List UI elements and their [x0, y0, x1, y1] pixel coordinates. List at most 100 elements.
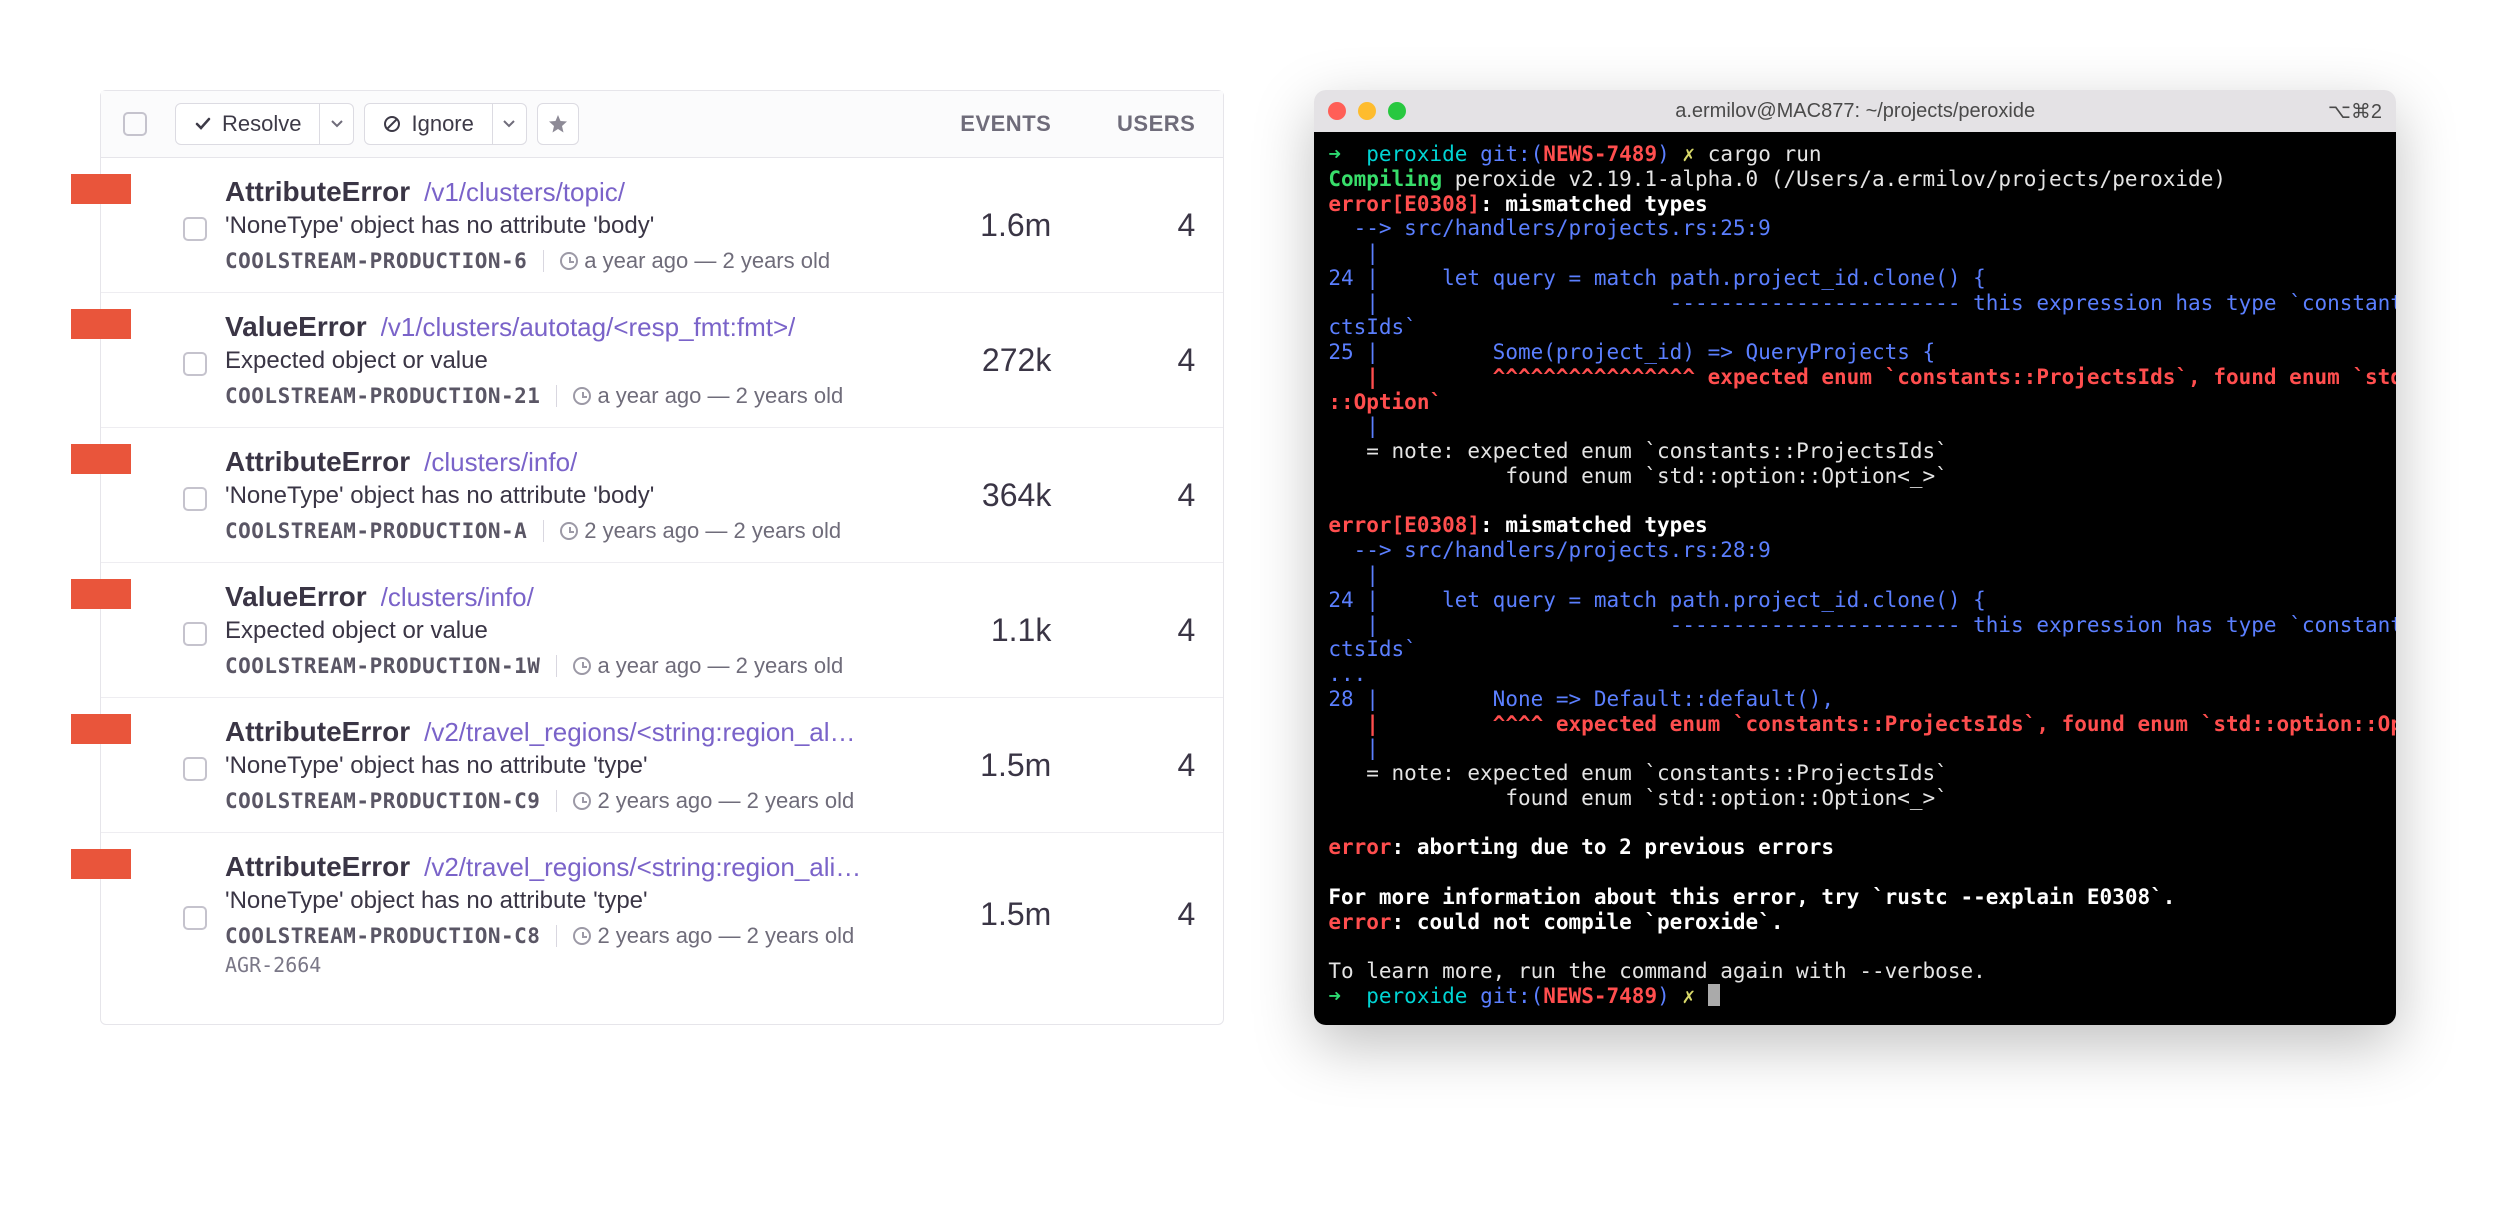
clock-icon	[573, 927, 591, 945]
ignore-icon	[383, 115, 401, 133]
issue-row[interactable]: AttributeError/v2/travel_regions/<string…	[101, 698, 1223, 833]
users-count: 4	[1051, 851, 1201, 977]
ignore-label: Ignore	[411, 111, 473, 137]
issue-reference-tag[interactable]: AGR-2664	[225, 953, 861, 977]
issue-time: a year ago — 2 years old	[573, 653, 843, 679]
issue-meta: COOLSTREAM-PRODUCTION-A 2 years ago — 2 y…	[225, 518, 861, 544]
terminal-shortcut: ⌥⌘2	[2328, 99, 2382, 124]
bookmark-button[interactable]	[537, 103, 579, 145]
users-count: 4	[1051, 716, 1201, 814]
row-checkbox[interactable]	[183, 217, 207, 241]
row-checkbox[interactable]	[183, 622, 207, 646]
divider	[556, 790, 557, 812]
resolve-label: Resolve	[222, 111, 301, 137]
events-column-header: EVENTS	[861, 111, 1051, 137]
issue-meta: COOLSTREAM-PRODUCTION-C8 2 years ago — 2 …	[225, 923, 861, 949]
issue-time: 2 years ago — 2 years old	[560, 518, 841, 544]
issue-rows-container: AttributeError/v1/clusters/topic/ 'NoneTy…	[101, 158, 1223, 995]
error-message: 'NoneType' object has no attribute 'body…	[225, 212, 861, 240]
issue-row[interactable]: AttributeError/v2/travel_regions/<string…	[101, 833, 1223, 995]
issue-main: AttributeError/v1/clusters/topic/ 'NoneTy…	[225, 176, 861, 274]
clock-icon	[560, 522, 578, 540]
environment-tag[interactable]: COOLSTREAM-PRODUCTION-C8	[225, 924, 540, 948]
resolve-dropdown[interactable]	[320, 103, 354, 145]
users-count: 4	[1051, 581, 1201, 679]
users-count: 4	[1051, 446, 1201, 544]
terminal-body[interactable]: ➜ peroxide git:(NEWS-7489) ✗ cargo run C…	[1314, 132, 2396, 1025]
users-count: 4	[1051, 311, 1201, 409]
issue-row[interactable]: AttributeError/v1/clusters/topic/ 'NoneTy…	[101, 158, 1223, 293]
resolve-button[interactable]: Resolve	[175, 103, 320, 145]
issue-main: ValueError/clusters/info/Expected object…	[225, 581, 861, 679]
error-path[interactable]: /clusters/info/	[381, 582, 534, 613]
issue-main: ValueError/v1/clusters/autotag/<resp_fmt…	[225, 311, 861, 409]
issue-meta: COOLSTREAM-PRODUCTION-21 a year ago — 2 y…	[225, 383, 861, 409]
severity-bar	[71, 849, 131, 879]
row-checkbox[interactable]	[183, 487, 207, 511]
terminal-titlebar: a.ermilov@MAC877: ~/projects/peroxide ⌥⌘…	[1314, 90, 2396, 132]
error-message: Expected object or value	[225, 347, 861, 375]
clock-icon	[573, 657, 591, 675]
issue-time: 2 years ago — 2 years old	[573, 788, 854, 814]
error-path[interactable]: /v1/clusters/autotag/<resp_fmt:fmt>/	[381, 312, 796, 343]
divider	[543, 250, 544, 272]
chevron-down-icon	[331, 120, 343, 128]
error-name: AttributeError	[225, 716, 410, 748]
clock-icon	[560, 252, 578, 270]
error-path[interactable]: /v1/clusters/topic/	[424, 177, 625, 208]
select-all-checkbox[interactable]	[123, 112, 147, 136]
row-checkbox[interactable]	[183, 352, 207, 376]
issue-row[interactable]: AttributeError/clusters/info/ 'NoneType' …	[101, 428, 1223, 563]
ignore-dropdown[interactable]	[493, 103, 527, 145]
severity-bar	[71, 579, 131, 609]
star-icon	[547, 113, 569, 135]
severity-bar	[71, 309, 131, 339]
severity-bar	[71, 444, 131, 474]
issue-main: AttributeError/v2/travel_regions/<string…	[225, 716, 861, 814]
issue-row[interactable]: ValueError/v1/clusters/autotag/<resp_fmt…	[101, 293, 1223, 428]
environment-tag[interactable]: COOLSTREAM-PRODUCTION-A	[225, 519, 527, 543]
error-name: ValueError	[225, 311, 367, 343]
issue-time: 2 years ago — 2 years old	[573, 923, 854, 949]
error-name: AttributeError	[225, 851, 410, 883]
issue-time: a year ago — 2 years old	[560, 248, 830, 274]
error-message: Expected object or value	[225, 617, 861, 645]
environment-tag[interactable]: COOLSTREAM-PRODUCTION-6	[225, 249, 527, 273]
environment-tag[interactable]: COOLSTREAM-PRODUCTION-21	[225, 384, 540, 408]
issue-meta: COOLSTREAM-PRODUCTION-1W a year ago — 2 y…	[225, 653, 861, 679]
issue-main: AttributeError/clusters/info/ 'NoneType' …	[225, 446, 861, 544]
terminal-window: a.ermilov@MAC877: ~/projects/peroxide ⌥⌘…	[1314, 90, 2396, 1025]
error-path[interactable]: /v2/travel_regions/<string:region_ali…	[424, 852, 861, 883]
users-count: 4	[1051, 176, 1201, 274]
row-checkbox[interactable]	[183, 906, 207, 930]
terminal-title: a.ermilov@MAC877: ~/projects/peroxide	[1314, 100, 2396, 123]
divider	[543, 520, 544, 542]
issue-row[interactable]: ValueError/clusters/info/Expected object…	[101, 563, 1223, 698]
severity-bar	[71, 174, 131, 204]
cursor	[1708, 984, 1720, 1006]
row-checkbox[interactable]	[183, 757, 207, 781]
ignore-button[interactable]: Ignore	[364, 103, 492, 145]
severity-bar	[71, 714, 131, 744]
error-message: 'NoneType' object has no attribute 'body…	[225, 482, 861, 510]
error-name: AttributeError	[225, 176, 410, 208]
environment-tag[interactable]: COOLSTREAM-PRODUCTION-C9	[225, 789, 540, 813]
error-message: 'NoneType' object has no attribute 'type…	[225, 752, 861, 780]
divider	[556, 655, 557, 677]
issue-time: a year ago — 2 years old	[573, 383, 843, 409]
error-name: AttributeError	[225, 446, 410, 478]
divider	[556, 385, 557, 407]
error-path[interactable]: /v2/travel_regions/<string:region_al…	[424, 717, 855, 748]
issue-list-panel: Resolve Ignore EVENTS USERS Attribut	[100, 90, 1224, 1025]
events-count: 1.5m	[861, 716, 1051, 814]
error-path[interactable]: /clusters/info/	[424, 447, 577, 478]
events-count: 1.5m	[861, 851, 1051, 977]
error-message: 'NoneType' object has no attribute 'type…	[225, 887, 861, 915]
issue-list-header: Resolve Ignore EVENTS USERS	[101, 91, 1223, 158]
check-icon	[194, 115, 212, 133]
events-count: 272k	[861, 311, 1051, 409]
issue-meta: COOLSTREAM-PRODUCTION-6 a year ago — 2 ye…	[225, 248, 861, 274]
events-count: 364k	[861, 446, 1051, 544]
action-button-group: Resolve Ignore	[175, 103, 579, 145]
environment-tag[interactable]: COOLSTREAM-PRODUCTION-1W	[225, 654, 540, 678]
